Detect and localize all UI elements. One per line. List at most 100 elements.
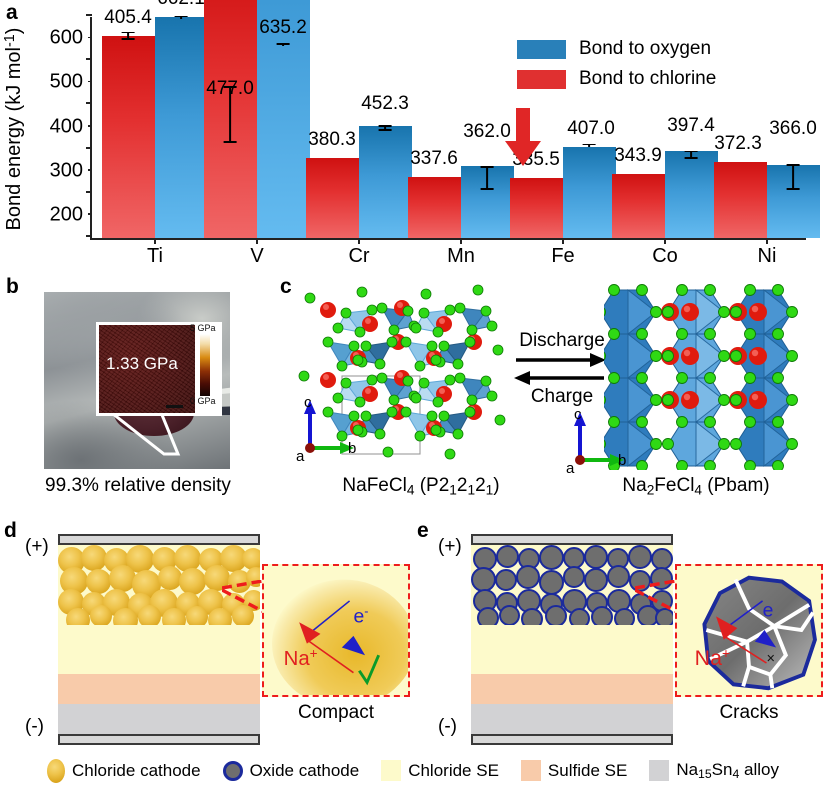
figure-legend: Chloride cathode Oxide cathode Chloride … [0, 748, 826, 793]
y-tick-label-600: 600 [49, 26, 83, 49]
spacegroup-close: ) [493, 475, 500, 496]
cathode-particle [591, 606, 613, 625]
cathode-particle [138, 605, 161, 625]
cathode-particle [545, 605, 567, 625]
error-cap-bottom [223, 141, 237, 144]
legend-swatch-chlorine [517, 69, 566, 89]
error-cap-bottom [786, 188, 800, 190]
spacegroup-sub-1c: 1 [485, 482, 494, 498]
cathode-particle [569, 608, 590, 625]
chloride-cathode-swatch-icon [47, 758, 66, 783]
y-axis-label-close: ) [3, 27, 26, 34]
afm-scale-bar [166, 405, 183, 408]
error-bar-Ti-oxygen [174, 15, 188, 19]
chlorine-atoms [604, 284, 798, 470]
bar-value-Ni-oxygen: 366.0 [769, 117, 817, 139]
cathode-particle [242, 548, 260, 570]
legend-label-sulfide-se: Sulfide SE [547, 760, 628, 780]
chloride-se-swatch-icon [381, 760, 402, 781]
zoom-caption-e: Cracks [719, 702, 779, 723]
y-axis-label-exponent: -1 [1, 33, 18, 47]
spacegroup-sub-1b: 1 [467, 482, 476, 498]
legend-label-chlorine: Bond to chlorine [579, 68, 717, 89]
afm-hardness-map [99, 325, 195, 413]
error-bar-Cr-oxygen [378, 125, 392, 132]
error-bar-Co-oxygen [684, 150, 698, 159]
cathode-particle [228, 570, 251, 593]
crystal-structure-na2fecl4 [604, 284, 798, 470]
error-bar-Ni-oxygen [786, 163, 800, 190]
panel-letter-a: a [6, 1, 18, 24]
panel-e-oxide-cell: e (+) (-) [413, 520, 826, 748]
panel-d-chloride-cell: d (+) (-) [0, 520, 413, 748]
anode-current-collector-e [471, 734, 673, 745]
y-minor-tick [88, 36, 92, 39]
alloy-label-tail: alloy [739, 759, 779, 779]
pellet-photograph: 1.33 GPa 5 GPa 0 GPa [44, 292, 230, 469]
panel-b-pellet-photo: b 1.33 GPa 5 GPa 0 GPa 99.3% relative de… [0, 268, 276, 520]
cathode-particle [232, 605, 254, 625]
cathode-particle [521, 608, 543, 625]
bar-V-oxygen [257, 0, 310, 238]
axis-label-a-right: a [566, 460, 575, 477]
na-ion-arrowhead [299, 622, 321, 644]
svg-text:Na+: Na+ [284, 646, 318, 670]
cathode-particle [539, 545, 564, 570]
zoom-inset-e: Na+ e × [675, 564, 823, 697]
error-cap-top [378, 125, 392, 128]
axes-indicator-left [304, 400, 354, 454]
y-minor-tick [88, 213, 92, 215]
bar-value-Cr-oxygen: 452.3 [361, 93, 409, 115]
x-tick-label-Ni: Ni [757, 245, 777, 267]
legend-label-oxide-cathode: Oxide cathode [249, 760, 360, 780]
y-minor-tick [88, 169, 92, 171]
error-bar-V-oxygen [276, 42, 290, 46]
sulfide-se-swatch-icon [520, 760, 541, 781]
inset-leader-lines [107, 410, 181, 456]
y-tick-mark [86, 190, 92, 193]
y-tick-mark [86, 235, 92, 237]
bar-Ni-chlorine [714, 161, 767, 238]
cathode-particle [584, 568, 608, 592]
x-tick-label-Cr: Cr [348, 245, 370, 267]
panel-a-bar-chart: a Bond energy (kJ mol-1) 700 600 500 400… [0, 0, 826, 268]
bar-value-V-oxygen: 635.2 [259, 16, 307, 38]
formula-fecl: FeCl [654, 475, 695, 496]
afm-colorbar [200, 334, 210, 396]
cathode-particle [516, 565, 540, 589]
alloy-label-na: Na [676, 759, 699, 779]
cathode-particle [584, 545, 608, 569]
error-cap-bottom [684, 156, 698, 159]
x-tick-mark [358, 238, 360, 244]
error-cap-bottom [480, 188, 494, 191]
reaction-label-charge: Charge [530, 386, 594, 407]
red-down-arrow-icon [505, 108, 541, 166]
y-tick-mark [86, 58, 92, 61]
panel-letter-b: b [6, 275, 19, 298]
spacegroup-sub-1: 1 [449, 482, 457, 498]
sulfide-se-layer-e [471, 674, 673, 704]
y-tick-label-200: 200 [49, 203, 83, 226]
na-ion-arrowhead [716, 616, 738, 640]
cathode-particle [162, 608, 186, 625]
bar-Ti-oxygen [155, 17, 208, 238]
x-tick-mark [154, 238, 156, 244]
alloy-label-sub-4: 4 [732, 767, 740, 782]
x-tick-label-Fe: Fe [551, 245, 575, 267]
error-bar-Fe-oxygen [582, 143, 596, 147]
check-mark-icon [358, 654, 381, 686]
bar-value-Ni-chlorine: 372.3 [714, 132, 762, 154]
cathode-particle [66, 608, 90, 625]
cathode-particle [539, 570, 564, 595]
cathode-particle [496, 545, 519, 568]
cathode-particle [563, 566, 585, 588]
polarity-positive-e: (+) [438, 536, 462, 557]
bar-Co-chlorine [612, 174, 665, 238]
svg-text:e: e [763, 599, 774, 621]
error-cap-bottom [121, 37, 135, 40]
axis-label-c-left: c [304, 394, 312, 411]
alloy-label-sn: Sn [711, 759, 733, 779]
legend-label-oxygen: Bond to oxygen [579, 38, 712, 59]
oxide-cathode-layer [471, 545, 673, 625]
x-tick-mark [664, 238, 666, 244]
